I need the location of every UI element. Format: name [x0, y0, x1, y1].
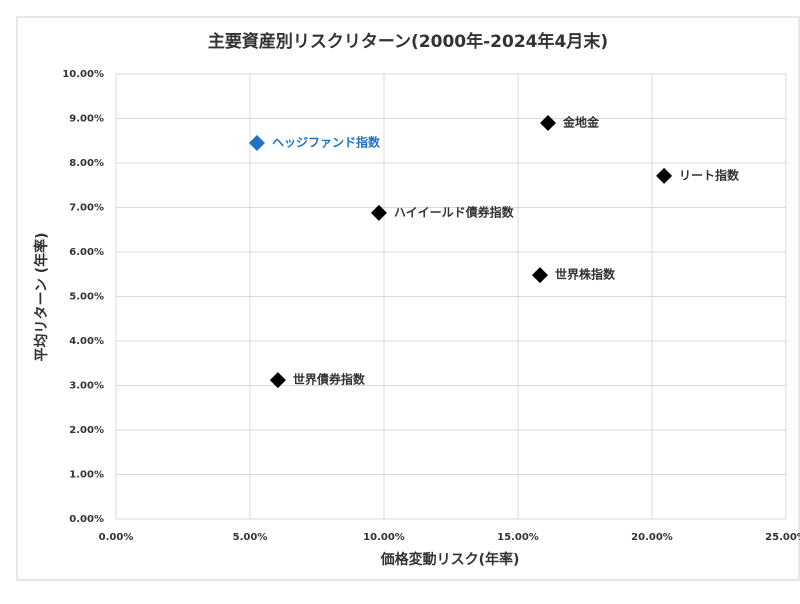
x-tick-label: 0.00%: [99, 532, 134, 543]
y-tick-label: 4.00%: [69, 336, 104, 347]
point-label: リート指数: [679, 167, 740, 182]
y-tick-label: 6.00%: [69, 247, 104, 258]
point: [248, 134, 265, 151]
chart-title: 主要資産別リスクリターン(2000年-2024年4月末): [208, 31, 608, 52]
point-label: ヘッジファンド指数: [272, 134, 381, 149]
point: [269, 372, 286, 389]
y-tick-label: 8.00%: [69, 158, 104, 169]
x-tick-label: 25.00%: [765, 532, 800, 543]
y-tick-label: 2.00%: [69, 425, 104, 436]
y-tick-label: 7.00%: [69, 203, 104, 214]
y-tick-label: 10.00%: [62, 69, 104, 80]
x-tick-label: 20.00%: [631, 532, 673, 543]
y-axis-label: 平均リターン (年率): [33, 233, 50, 362]
point: [656, 167, 673, 184]
point: [540, 114, 557, 131]
y-tick-label: 9.00%: [69, 114, 104, 125]
x-tick-label: 10.00%: [363, 532, 405, 543]
x-tick-label: 15.00%: [497, 532, 539, 543]
point-label: 世界株指数: [555, 267, 616, 282]
y-tick-label: 1.00%: [69, 470, 104, 481]
point-label: 金地金: [562, 114, 600, 129]
x-axis-label: 価格変動リスク(年率): [380, 551, 520, 568]
y-tick-label: 5.00%: [69, 292, 104, 303]
point-label: ハイイールド債券指数: [394, 204, 515, 219]
y-tick-label: 0.00%: [69, 514, 104, 525]
point: [370, 204, 387, 221]
point-label: 世界債券指数: [293, 372, 366, 387]
y-tick-label: 3.00%: [69, 381, 104, 392]
x-tick-label: 5.00%: [233, 532, 268, 543]
point: [531, 267, 548, 284]
chart-frame: [16, 16, 800, 581]
